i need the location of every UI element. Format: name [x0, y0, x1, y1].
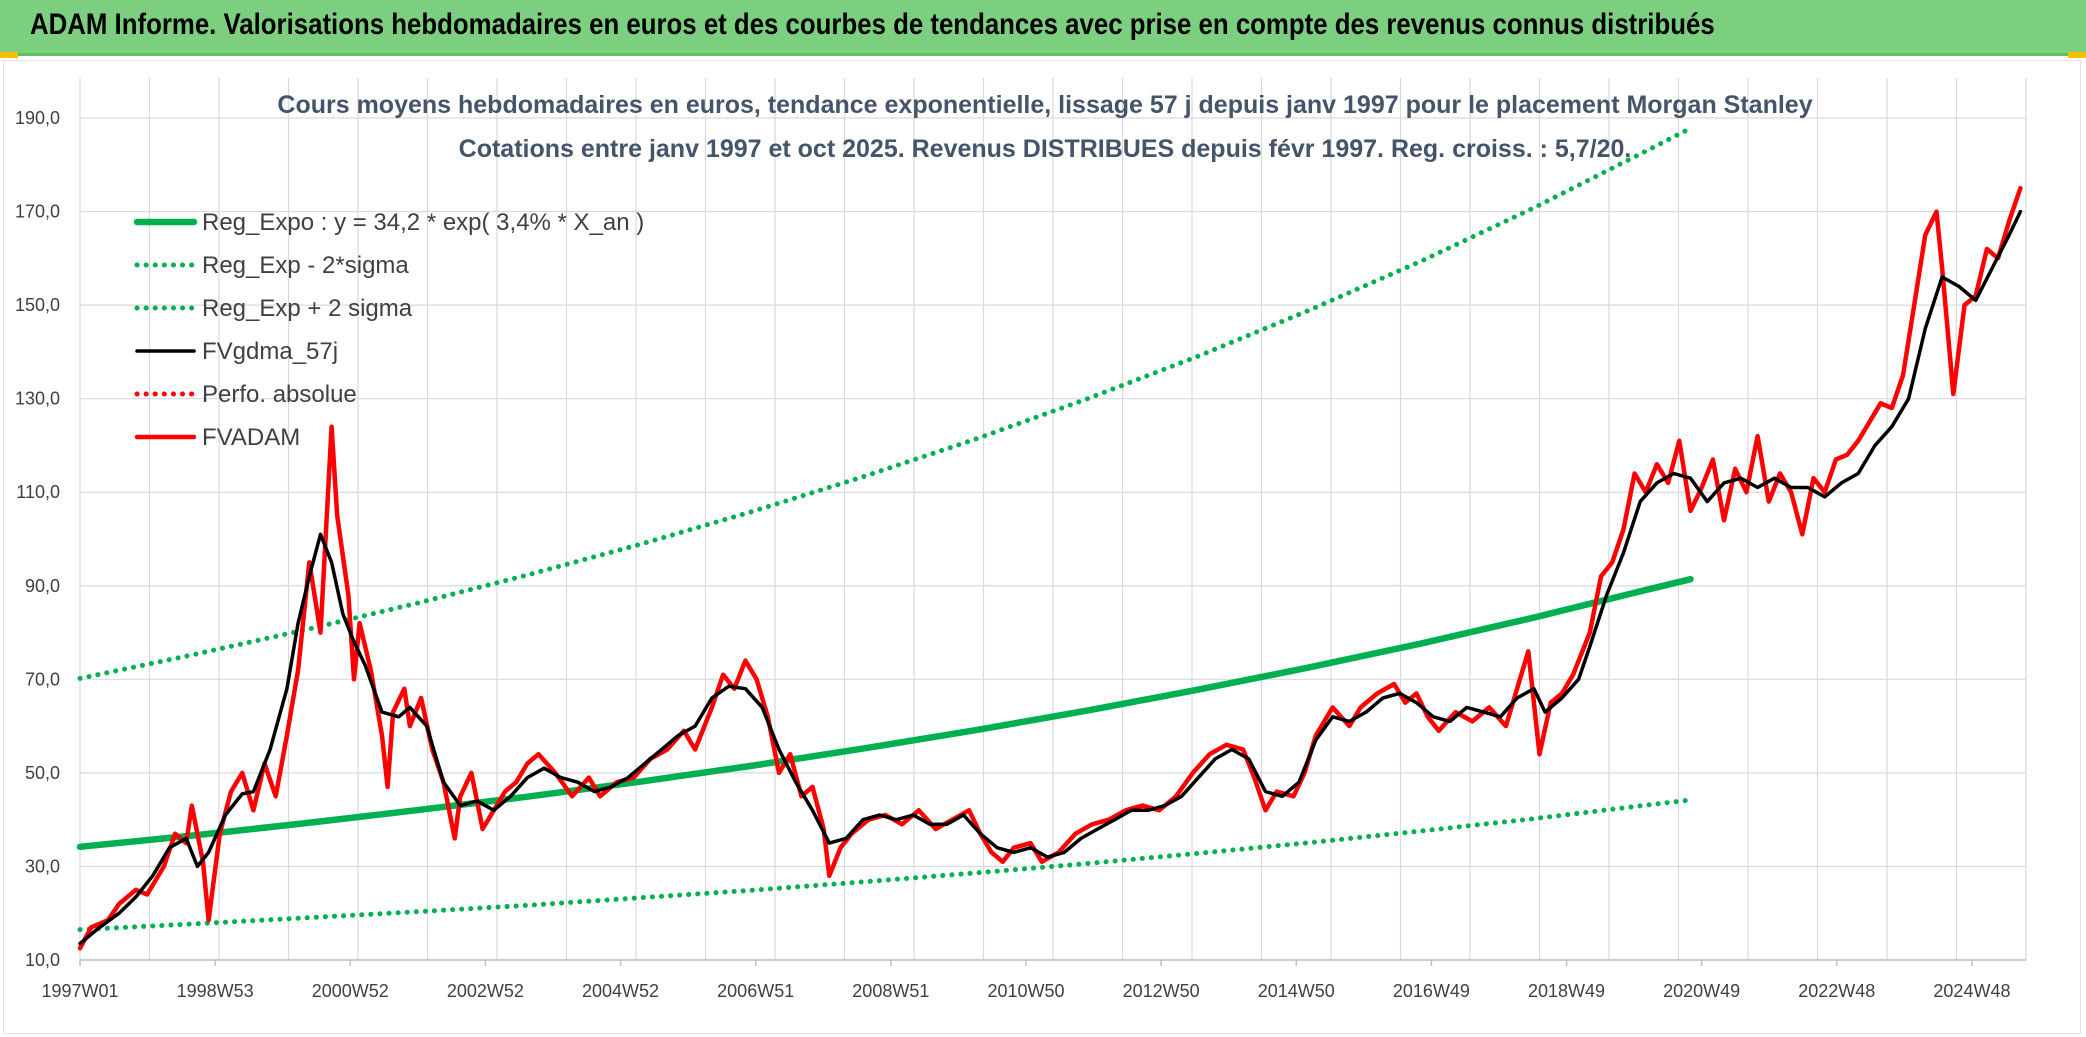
x-tick-label: 2022W48: [1798, 981, 1875, 1001]
y-tick-label: 10,0: [25, 950, 60, 970]
x-tick-label: 2018W49: [1528, 981, 1605, 1001]
corner-mark-left: [0, 52, 18, 58]
x-tick-label: 2002W52: [447, 981, 524, 1001]
x-tick-label: 2004W52: [582, 981, 659, 1001]
y-tick-label: 130,0: [15, 389, 60, 409]
y-tick-label: 90,0: [25, 576, 60, 596]
banner-title: ADAM Informe. Valorisations hebdomadaire…: [30, 8, 1715, 41]
series-line-reg_expo: [76, 575, 1694, 851]
x-tick-label: 2000W52: [312, 981, 389, 1001]
y-axis-ticks: 10,0 30,0 50,0 70,0 90,0 110,0 130,0 150,0 170,0…: [15, 108, 60, 970]
chart-series: [76, 125, 2023, 951]
legend-label: FVgdma_57j: [202, 338, 338, 365]
x-tick-label: 1997W01: [41, 981, 118, 1001]
legend-label: Perfo. absolue: [202, 381, 357, 408]
chart-subtitle: Cotations entre janv 1997 et oct 2025. R…: [459, 135, 1632, 163]
y-tick-label: 150,0: [15, 295, 60, 315]
series-line-fvgdma_57j: [78, 209, 2023, 946]
legend-label: Reg_Exp - 2*sigma: [202, 252, 409, 279]
x-axis-ticks: 1997W01 1998W53 2000W52 2002W52 2004W52 2006W…: [41, 960, 2010, 1001]
y-tick-label: 30,0: [25, 856, 60, 876]
legend-label: FVADAM: [202, 424, 300, 451]
series-line-fvadam: [77, 185, 2023, 951]
chart-legend: Reg_Expo : y = 34,2 * exp( 3,4% * X_an )…: [133, 209, 644, 451]
legend-label: Reg_Expo : y = 34,2 * exp( 3,4% * X_an ): [202, 209, 644, 236]
x-tick-label: 2024W48: [1933, 981, 2010, 1001]
x-tick-label: 2008W51: [852, 981, 929, 1001]
x-tick-label: 2014W50: [1258, 981, 1335, 1001]
x-tick-label: 1998W53: [177, 981, 254, 1001]
chart-title: Cours moyens hebdomadaires en euros, ten…: [277, 91, 1812, 119]
y-tick-label: 190,0: [15, 108, 60, 128]
chart-frame: [3, 60, 2081, 1034]
x-tick-label: 2012W50: [1123, 981, 1200, 1001]
chart-grid: [79, 78, 2027, 961]
legend-label: Reg_Exp + 2 sigma: [202, 295, 413, 322]
y-tick-label: 170,0: [15, 202, 60, 222]
y-tick-label: 70,0: [25, 669, 60, 689]
series-line-reg_exp: [77, 797, 1693, 933]
y-tick-label: 50,0: [25, 763, 60, 783]
y-tick-label: 110,0: [16, 482, 60, 502]
corner-mark-right: [2068, 52, 2086, 58]
x-tick-label: 2006W51: [717, 981, 794, 1001]
x-tick-label: 2010W50: [987, 981, 1064, 1001]
header-banner: ADAM Informe. Valorisations hebdomadaire…: [0, 0, 2086, 56]
x-tick-label: 2020W49: [1663, 981, 1740, 1001]
x-tick-label: 2016W49: [1393, 981, 1470, 1001]
